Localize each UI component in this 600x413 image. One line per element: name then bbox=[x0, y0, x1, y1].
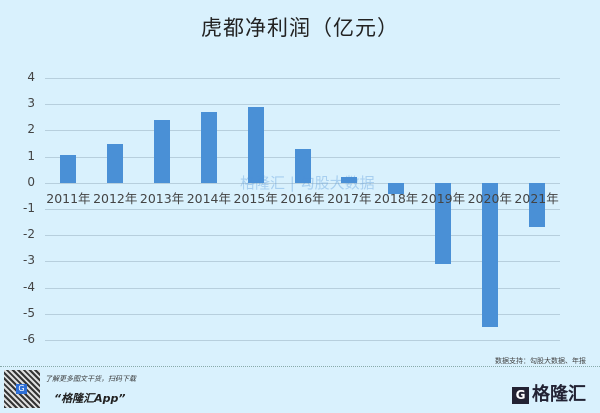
bar bbox=[107, 143, 124, 183]
x-tick-label: 2021年 bbox=[514, 191, 559, 206]
brand-g-icon: G bbox=[512, 386, 529, 404]
promo-text: 了解更多图文干货，扫码下载 bbox=[45, 375, 136, 383]
promo-app-name: “格隆汇App” bbox=[54, 392, 126, 405]
y-tick-label: -6 bbox=[23, 332, 35, 346]
bar bbox=[341, 177, 358, 183]
gridline bbox=[45, 104, 560, 106]
x-tick-label: 2016年 bbox=[280, 191, 325, 206]
bar bbox=[528, 182, 545, 228]
gridline bbox=[45, 78, 560, 79]
y-tick-label: -2 bbox=[23, 227, 35, 242]
bar bbox=[481, 182, 498, 328]
x-tick-label: 2013年 bbox=[139, 191, 185, 206]
plot-area: 4 3 2 1 0 -1 -2 -3 -4 -5 -6 2011年 2012年 2013年 2014年 201… bbox=[23, 70, 560, 346]
brand-logo: G 格隆汇 bbox=[512, 380, 586, 406]
gridline bbox=[45, 130, 560, 132]
y-tick-label: 0 bbox=[27, 174, 35, 189]
y-tick-label: 4 bbox=[27, 70, 35, 84]
gridline bbox=[45, 209, 560, 210]
y-tick-label: 1 bbox=[27, 148, 35, 163]
source-note: 数据支持：勾股大数据、年报 bbox=[495, 357, 586, 365]
y-tick-label: 2 bbox=[27, 122, 35, 137]
x-tick-label: 2014年 bbox=[186, 191, 232, 206]
x-tick-label: 2018年 bbox=[373, 191, 419, 206]
x-tick-label: 2019年 bbox=[420, 191, 466, 206]
y-tick-label: -1 bbox=[23, 201, 35, 215]
x-tick-label: 2015年 bbox=[233, 191, 278, 206]
bar bbox=[434, 182, 451, 265]
y-tick-label: 3 bbox=[27, 96, 35, 111]
bar bbox=[247, 107, 264, 183]
gridline bbox=[45, 340, 560, 341]
y-tick-label: -4 bbox=[23, 279, 35, 294]
gridline bbox=[45, 261, 560, 263]
gridline bbox=[45, 235, 560, 237]
x-tick-label: 2011年 bbox=[46, 191, 91, 206]
brand-name: 格隆汇 bbox=[532, 384, 586, 405]
watermark: 格隆汇 | 勾股大数据 bbox=[240, 174, 375, 192]
bar bbox=[200, 111, 217, 183]
x-tick-label: 2012年 bbox=[93, 191, 138, 206]
x-tick-label: 2017年 bbox=[327, 191, 372, 206]
bar bbox=[154, 119, 171, 183]
bar bbox=[60, 155, 77, 183]
gridline bbox=[45, 313, 560, 315]
bar bbox=[294, 148, 311, 183]
app-logo-icon: G bbox=[16, 384, 27, 394]
chart-title: 虎都净利润（亿元） bbox=[201, 16, 399, 40]
gridline bbox=[45, 287, 560, 289]
y-tick-label: -3 bbox=[23, 253, 35, 268]
y-tick-label: -5 bbox=[23, 305, 35, 320]
gridline bbox=[45, 182, 560, 184]
footer-divider bbox=[0, 366, 600, 367]
x-tick-label: 2020年 bbox=[467, 191, 512, 206]
bar bbox=[388, 182, 405, 194]
